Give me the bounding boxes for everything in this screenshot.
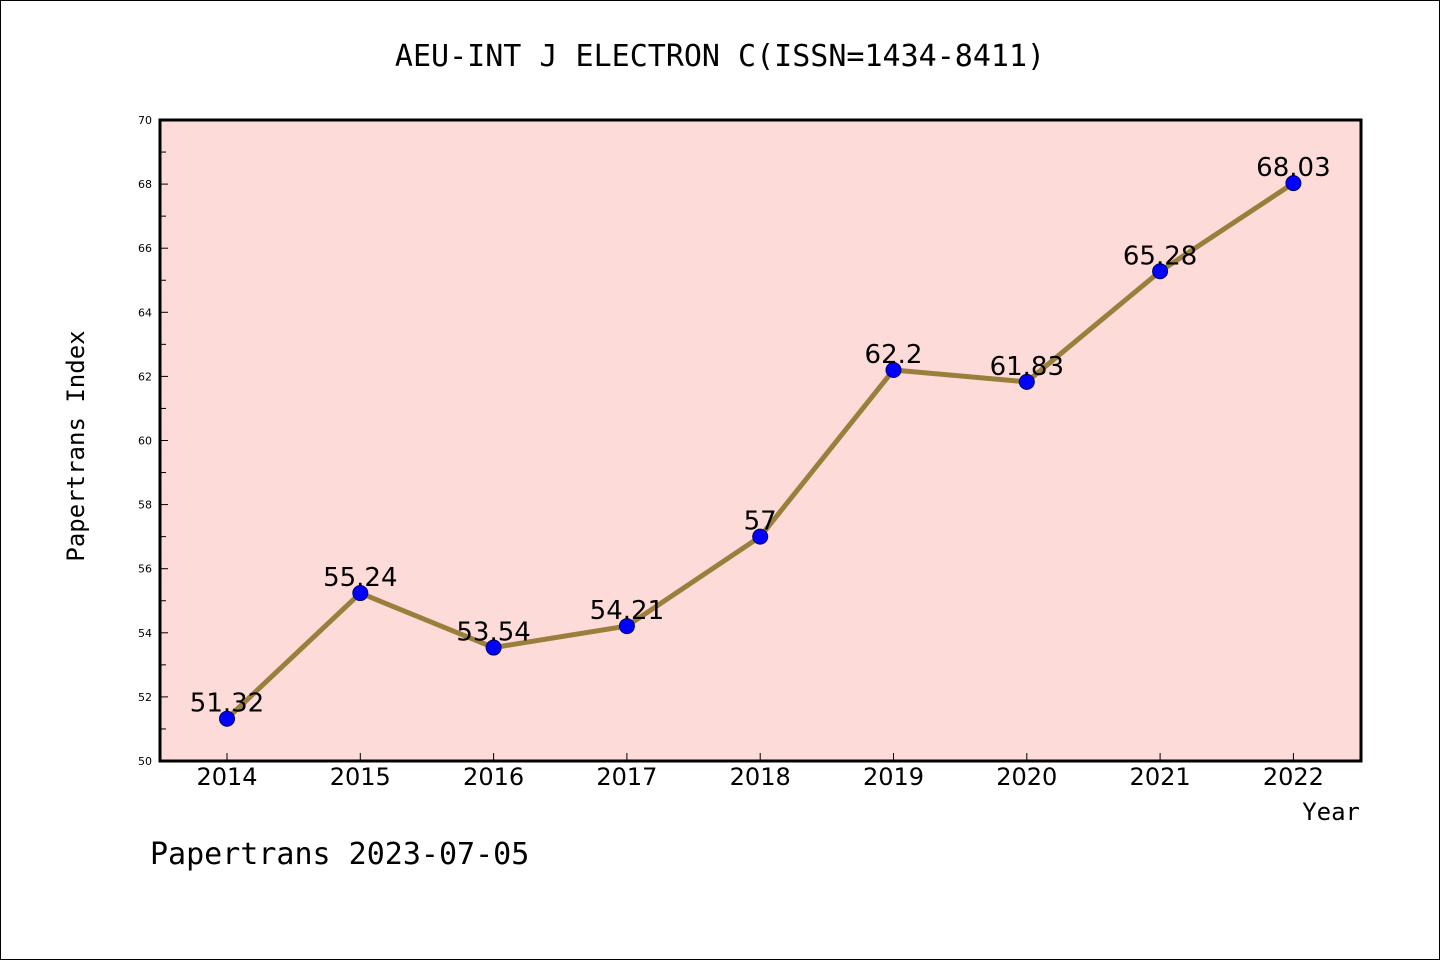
x-tick-label: 2019 (863, 763, 924, 791)
y-tick-label: 50 (138, 755, 152, 768)
y-tick-label: 52 (138, 691, 152, 704)
y-tick-label: 66 (138, 242, 152, 255)
y-tick-label: 56 (138, 563, 152, 576)
x-tick-label: 2021 (1130, 763, 1191, 791)
x-tick-label: 2017 (596, 763, 657, 791)
data-label: 51.32 (190, 689, 264, 719)
data-point (219, 710, 235, 727)
y-tick-label: 60 (138, 435, 152, 448)
data-point (618, 618, 635, 635)
data-label: 57 (744, 507, 777, 537)
data-point (352, 585, 369, 602)
y-axis: 50 52 54 56 58 60 62 64 66 68 70 (138, 114, 168, 768)
y-tick-label: 64 (138, 306, 152, 319)
data-label: 54.21 (590, 596, 664, 626)
data-point (1285, 175, 1302, 192)
x-axis-label: Year (1302, 798, 1360, 826)
y-tick-label: 58 (138, 499, 152, 512)
data-labels: 51.32 55.24 53.54 54.21 57 62.2 61.83 65.28 68.0… (190, 153, 1331, 719)
y-axis-label: Papertrans Index (62, 330, 90, 561)
y-tick-label: 54 (138, 627, 152, 640)
data-label: 61.83 (990, 352, 1064, 382)
y-tick-label: 70 (138, 114, 152, 127)
data-label: 55.24 (323, 563, 397, 593)
data-label: 62.2 (865, 340, 923, 370)
plot-area (158, 118, 1363, 763)
chart-title: AEU-INT J ELECTRON C(ISSN=1434-8411) (395, 39, 1045, 74)
data-point (885, 361, 902, 378)
x-axis: 2014 2015 2016 2017 2018 2019 2020 2021 2022 (196, 753, 1324, 791)
x-tick-label: 2014 (196, 763, 257, 791)
data-point (1152, 263, 1169, 280)
x-tick-label: 2015 (330, 763, 391, 791)
x-tick-label: 2020 (996, 763, 1057, 791)
data-point (1018, 373, 1035, 390)
x-tick-label: 2016 (463, 763, 524, 791)
data-label: 53.54 (456, 618, 530, 648)
data-point (485, 639, 502, 656)
series-markers (219, 175, 1302, 727)
data-label: 68.03 (1256, 153, 1330, 183)
data-label: 65.28 (1123, 241, 1197, 271)
data-point (752, 528, 769, 545)
y-tick-label: 68 (138, 178, 152, 191)
footer-credit: Papertrans 2023-07-05 (150, 837, 529, 872)
x-tick-label: 2018 (730, 763, 791, 791)
y-tick-label: 62 (138, 370, 152, 383)
x-tick-label: 2022 (1263, 763, 1324, 791)
